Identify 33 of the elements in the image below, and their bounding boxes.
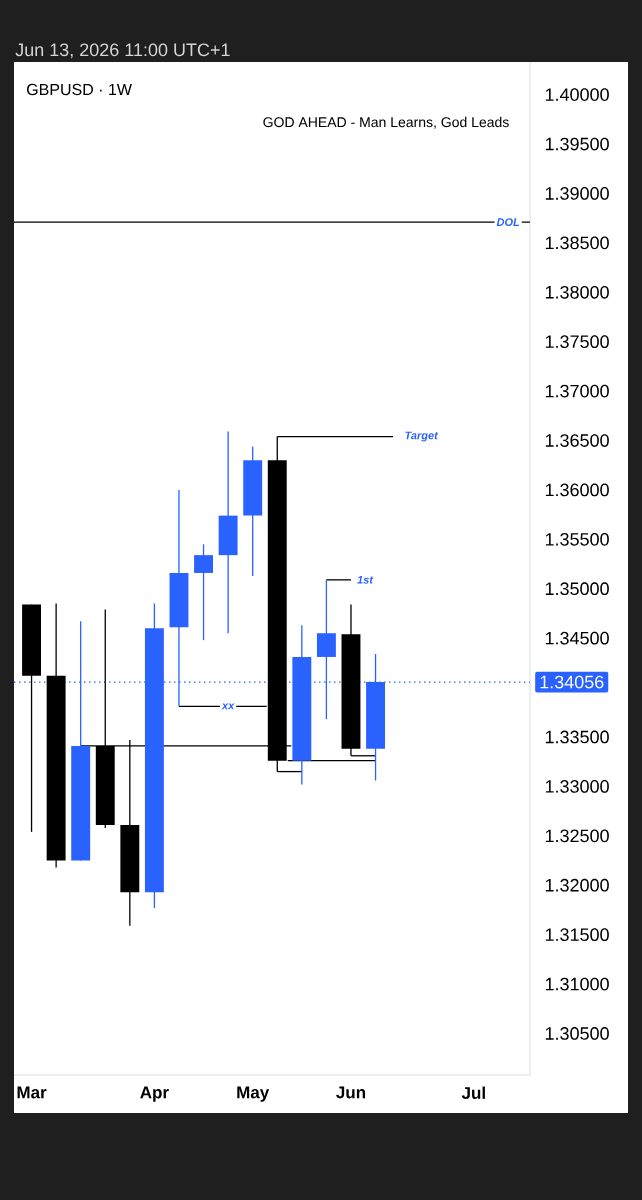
y-tick-label: 1.30500 [545,1027,609,1040]
x-tick-label: Jul [461,1086,485,1100]
y-tick-label: 1.33000 [545,780,609,793]
candlestick [194,543,214,641]
x-tick-label: Apr [140,1086,169,1102]
ref-line-label: DOL [496,218,520,226]
x-tick-label: May [237,1086,270,1102]
x-tick-label: Mar [17,1086,47,1099]
y-tick-label: 1.40000 [545,88,609,101]
y-tick-label: 1.35000 [545,582,609,596]
y-tick-label: 1.32000 [545,878,609,892]
y-tick-label: 1.31000 [545,977,609,991]
text: GOD AHEAD - Man Learns, God Leads [263,116,509,129]
y-tick-label: 1.37000 [545,384,609,398]
y-tick-label: 1.38000 [545,285,609,299]
y-tick-label: 1.35500 [545,532,609,546]
y-tick-label: 1.37500 [545,335,609,349]
ref-line-label: 1.34056 [540,675,604,689]
text: Jun 13, 2026 11:00 UTC+1 [15,43,230,59]
y-tick-label: 1.38500 [545,236,609,250]
annotation: Target [405,431,439,442]
annotation: 1st [357,576,374,584]
x-tick-label: Jun [336,1086,366,1099]
y-tick-label: 1.33500 [545,730,609,744]
y-tick-label: 1.39500 [545,137,609,151]
y-tick-label: 1.39000 [545,187,609,200]
y-tick-label: 1.36500 [545,434,609,447]
text: GBPUSD · 1W [27,83,132,96]
y-tick-label: 1.32500 [545,829,609,843]
y-tick-label: 1.31500 [545,928,609,942]
y-tick-label: 1.34500 [545,631,609,645]
y-tick-label: 1.36000 [545,483,609,497]
annotation: xx [221,703,235,710]
